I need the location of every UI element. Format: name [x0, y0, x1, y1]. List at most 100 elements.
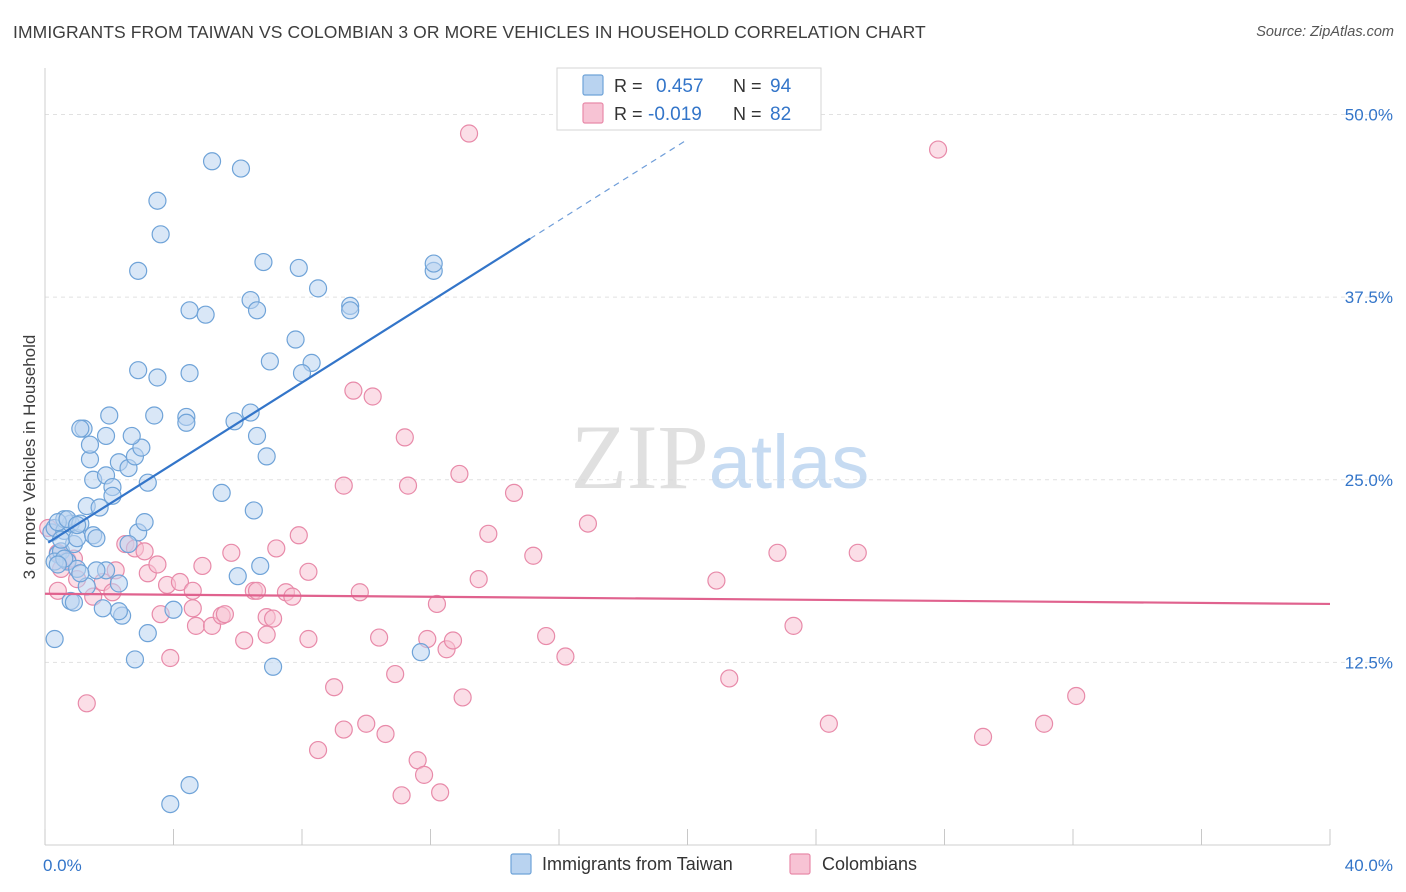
taiwan-point-84 [64, 593, 84, 612]
taiwan-point-90 [87, 529, 106, 548]
stats-n-label-1: N = [733, 76, 762, 96]
taiwan-point-56 [109, 574, 128, 593]
taiwan-point-91 [48, 555, 67, 574]
stats-r-label-2: R = [614, 104, 643, 124]
taiwan-point-43 [257, 447, 276, 466]
chart-title: IMMIGRANTS FROM TAIWAN VS COLOMBIAN 3 OR… [13, 22, 926, 42]
series-legend: Immigrants from Taiwan Colombians [510, 853, 917, 875]
axes [44, 68, 1331, 846]
taiwan-point-37 [71, 419, 90, 438]
taiwan-point-74 [260, 352, 279, 371]
stats-r-value-2: -0.019 [648, 104, 702, 125]
colombian-point-69 [578, 514, 598, 533]
taiwan-point-79 [424, 254, 443, 273]
stats-legend: R = 0.457 N = 94 R = -0.019 N = 82 [556, 67, 822, 131]
colombian-point-72 [768, 543, 787, 562]
colombian-point-48 [376, 724, 395, 744]
taiwan-point-65 [254, 252, 273, 272]
taiwan-point-28 [138, 473, 157, 492]
taiwan-point-27 [132, 438, 151, 457]
stats-swatch-taiwan [582, 74, 604, 96]
taiwan-point-68 [247, 301, 267, 320]
taiwan-point-44 [244, 501, 263, 520]
colombian-point-51 [395, 428, 414, 447]
watermark-zip: ZIP [571, 406, 709, 508]
colombian-point-79 [1067, 686, 1086, 706]
stats-n-label-2: N = [733, 104, 762, 124]
taiwan-point-75 [286, 330, 305, 349]
scatter-points [39, 124, 1086, 814]
y-axis-label: 3 or more Vehicles in Household [20, 335, 39, 580]
taiwan-point-89 [71, 564, 90, 583]
colombian-point-59 [443, 631, 463, 650]
colombian-point-57 [431, 783, 450, 802]
taiwan-point-48 [138, 624, 157, 643]
colombian-point-41 [334, 476, 353, 495]
colombian-point-49 [386, 664, 405, 684]
taiwan-point-82 [263, 657, 283, 676]
colombian-point-50 [392, 786, 411, 805]
colombian-point-73 [784, 616, 803, 635]
colombian-point-20 [183, 599, 202, 618]
taiwan-point-20 [80, 435, 100, 454]
colombian-point-71 [720, 669, 739, 688]
stats-swatch-colombians [582, 102, 604, 124]
taiwan-point-31 [180, 364, 199, 383]
colombian-point-81 [77, 694, 96, 713]
colombian-point-27 [235, 631, 254, 650]
colombian-point-17 [161, 648, 180, 668]
colombian-point-14 [148, 555, 167, 574]
taiwan-point-60 [148, 191, 167, 210]
colombian-point-60 [450, 464, 469, 484]
taiwan-point-81 [180, 776, 199, 795]
colombian-point-36 [289, 526, 308, 545]
x-tick-label-0: 0.0% [43, 856, 82, 875]
taiwan-point-72 [180, 301, 199, 320]
taiwan-point-29 [148, 368, 167, 387]
colombian-point-62 [459, 124, 479, 143]
colombian-point-74 [819, 714, 838, 733]
colombian-point-40 [325, 678, 344, 697]
colombian-point-18 [170, 572, 190, 592]
colombian-point-61 [453, 688, 472, 707]
stats-r-label-1: R = [614, 76, 643, 96]
taiwan-point-53 [87, 561, 106, 580]
stats-n-value-1: 94 [770, 76, 792, 97]
taiwan-trend-extension [529, 138, 688, 240]
taiwan-point-73 [196, 305, 215, 324]
taiwan-point-86 [93, 599, 112, 618]
stats-r-value-1: 0.457 [656, 76, 704, 97]
taiwan-point-40 [225, 412, 244, 431]
colombian-point-77 [973, 727, 993, 746]
colombian-point-78 [1034, 714, 1054, 733]
colombian-trend-line [44, 592, 1331, 606]
colombian-point-29 [247, 581, 267, 600]
y-tick-label-1: 25.0% [1345, 471, 1393, 490]
colombian-point-68 [556, 647, 575, 666]
taiwan-point-39 [212, 483, 231, 503]
y-tick-label-2: 37.5% [1345, 288, 1393, 307]
chart-source: Source: ZipAtlas.com [1256, 24, 1394, 40]
taiwan-point-71 [341, 301, 360, 320]
colombian-point-31 [257, 625, 276, 644]
taiwan-point-45 [251, 556, 270, 576]
colombian-point-43 [344, 381, 363, 400]
x-tick-label-1: 40.0% [1345, 856, 1393, 875]
colombian-point-75 [848, 543, 867, 562]
colombian-point-70 [707, 571, 726, 590]
taiwan-point-83 [411, 643, 430, 662]
watermark: ZIPatlas [571, 406, 870, 508]
colombian-point-65 [504, 483, 524, 503]
taiwan-point-51 [109, 602, 128, 621]
colombian-point-52 [398, 476, 418, 495]
taiwan-trend-line [47, 237, 531, 544]
colombian-point-39 [308, 740, 328, 760]
colombian-point-80 [48, 581, 67, 600]
taiwan-point-66 [289, 258, 308, 278]
colombian-point-26 [222, 543, 241, 562]
colombian-point-32 [263, 609, 283, 628]
colombian-point-44 [350, 583, 369, 602]
taiwan-point-47 [164, 600, 183, 619]
taiwan-point-63 [202, 152, 222, 171]
